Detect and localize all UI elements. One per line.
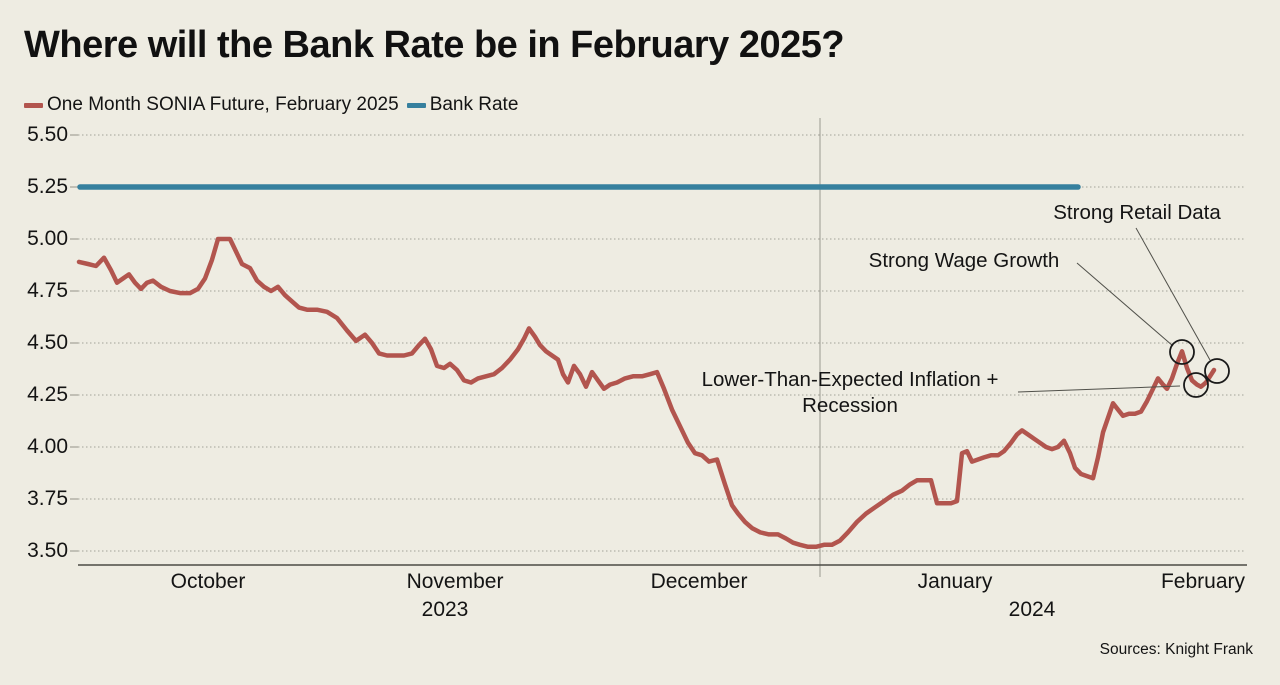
y-axis-label-3.75-line-1: 3.75 [27,487,68,511]
x-axis-label-november-line-1: November [406,570,504,593]
y-axis-label-4.25: 4.25 [16,384,68,405]
y-axis-label-5.25-line-1: 5.25 [27,175,68,199]
y-axis-label-3.50: 3.50 [16,540,68,561]
x-axis-label-february: February [1161,571,1245,592]
y-axis-label-4.25-line-1: 4.25 [27,383,68,407]
y-axis-label-5.00: 5.00 [16,228,68,249]
annotation-pointer-line-2 [1076,262,1174,347]
x-axis-label-november: November [407,571,504,592]
highlight-circle-2 [1183,372,1209,398]
highlight-circle-1 [1169,339,1195,365]
annotation-strong-wage-growth: Strong Wage Growth [869,248,1060,274]
x-axis-label-january: January [918,571,993,592]
y-axis-label-4.75-line-1: 4.75 [27,279,68,303]
x-axis-label-february-line-1: February [1160,570,1246,593]
y-axis-label-4.00: 4.00 [16,436,68,457]
y-axis-label-5.50: 5.50 [16,124,68,145]
y-axis-label-3.50-line-1: 3.50 [27,539,68,563]
y-axis-label-5.50-line-1: 5.50 [27,123,68,147]
y-axis-label-4.75: 4.75 [16,280,68,301]
y-axis-label-4.50: 4.50 [16,332,68,353]
x-axis-label-2023: 2023 [422,599,469,620]
x-axis-label-december: December [651,571,748,592]
annotation-lower-than-expected-inflation-recession-line-2: Recession [802,394,898,417]
y-axis-label-5.25: 5.25 [16,176,68,197]
x-axis-label-october-line-1: October [170,570,246,593]
annotation-pointer-line-3 [1017,385,1181,393]
annotation-strong-retail-data: Strong Retail Data [1053,200,1221,226]
y-axis-label-5.00-line-1: 5.00 [27,227,68,251]
x-axis-label-december-line-1: December [650,570,748,593]
annotation-pointer-line-1 [1135,227,1211,361]
series-line-one-month-sonia-future-february-2025 [76,236,1217,550]
legend-label-bank-rate: Bank Rate [429,94,519,115]
chart-title: Where will the Bank Rate be in February … [24,24,845,66]
y-axis-label-3.75: 3.75 [16,488,68,509]
highlight-circle-3 [1204,358,1230,384]
annotation-lower-than-expected-inflation-recession: Lower-Than-Expected Inflation + Recession [702,367,999,419]
annotation-lower-than-expected-inflation-recession-line-1: Lower-Than-Expected Inflation + [701,368,999,391]
legend-item-sonia-future: One Month SONIA Future, February 2025 [24,94,399,116]
legend-label-sonia-future: One Month SONIA Future, February 2025 [47,94,399,115]
source-note: Sources: Knight Frank [1099,641,1253,658]
x-axis-label-2024: 2024 [1009,599,1056,620]
bank-rate-line-swatch-icon [406,102,426,108]
x-axis-label-january-line-1: January [917,570,993,593]
x-axis-label-2024-line-1: 2024 [1008,598,1056,621]
x-axis-label-october: October [171,571,246,592]
sonia-future-line-swatch-icon [24,102,43,108]
x-axis-label-2023-line-1: 2023 [421,598,469,621]
y-axis-label-4.00-line-1: 4.00 [27,435,68,459]
y-axis-label-4.50-line-1: 4.50 [27,331,68,355]
annotation-strong-retail-data-line-1: Strong Retail Data [1053,201,1221,224]
annotation-strong-wage-growth-line-1: Strong Wage Growth [868,249,1060,272]
chart-legend: One Month SONIA Future, February 2025 Ba… [24,94,518,116]
legend-item-bank-rate: Bank Rate [406,94,519,116]
